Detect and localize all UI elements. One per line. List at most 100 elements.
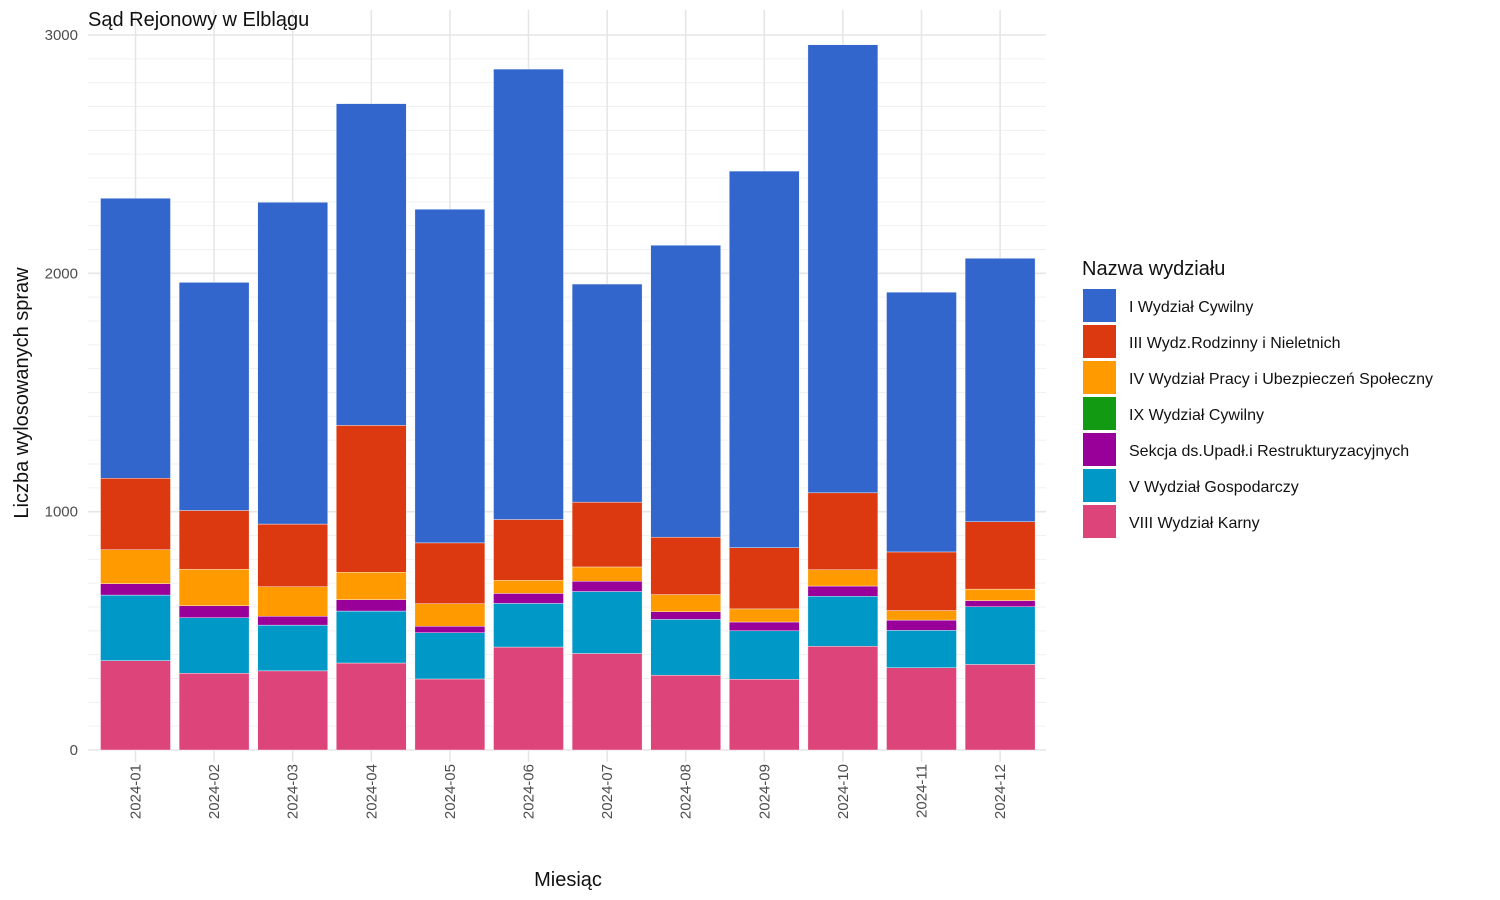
bar-segment-viii-wydzia-karny-2024-06: [493, 646, 564, 751]
x-tick-label: 2024-07: [599, 764, 616, 819]
x-axis-tick-labels: 2024-01 2024-02 2024-03 2024-04 2024-05 2024-…: [128, 764, 1010, 819]
bar-segment-iii-wydz-rodzinny-i-nieletnich-2024-08: [650, 536, 721, 595]
bar-segment-v-wydzia-gospodarczy-2024-07: [571, 591, 643, 654]
legend-swatch: [1083, 289, 1116, 322]
bar-segment-viii-wydzia-karny-2024-04: [336, 662, 407, 751]
bar-segment-i-wydzia-cywilny-2024-04: [336, 103, 407, 426]
bar-segment-sekcja-ds-upad-i-restrukturyzacyjnych-2024-03: [257, 616, 328, 626]
legend-label: V Wydział Gospodarczy: [1129, 479, 1299, 496]
bar-segment-iii-wydz-rodzinny-i-nieletnich-2024-09: [729, 547, 800, 610]
bars: [100, 44, 1036, 751]
x-tick-label: 2024-04: [363, 764, 380, 819]
bar-segment-iv-wydzia-pracy-i-ubezpiecze-spo-eczny-2024-11: [886, 610, 957, 621]
bar-segment-i-wydzia-cywilny-2024-09: [729, 170, 800, 548]
bar-segment-v-wydzia-gospodarczy-2024-08: [650, 619, 721, 676]
x-tick-label: 2024-11: [914, 764, 931, 818]
chart-title: Sąd Rejonowy w Elblągu: [88, 9, 309, 31]
x-tick-label: 2024-01: [128, 764, 145, 819]
x-tick-label: 2024-06: [521, 764, 538, 819]
y-axis-tick-labels: 0 1000 2000 3000: [45, 27, 78, 759]
legend-label: VIII Wydział Karny: [1129, 515, 1260, 532]
bar-segment-iv-wydzia-pracy-i-ubezpiecze-spo-eczny-2024-07: [571, 566, 643, 582]
bar-segment-iii-wydz-rodzinny-i-nieletnich-2024-03: [257, 523, 328, 587]
bar-segment-iii-wydz-rodzinny-i-nieletnich-2024-10: [807, 492, 879, 571]
x-tick-label: 2024-02: [206, 764, 223, 819]
bar-segment-i-wydzia-cywilny-2024-07: [571, 283, 643, 503]
bar-segment-viii-wydzia-karny-2024-05: [414, 678, 486, 751]
bar-segment-viii-wydzia-karny-2024-10: [807, 646, 879, 751]
bar-segment-iv-wydzia-pracy-i-ubezpiecze-spo-eczny-2024-06: [493, 580, 564, 594]
bar-segment-i-wydzia-cywilny-2024-10: [807, 44, 879, 494]
bar-segment-v-wydzia-gospodarczy-2024-04: [336, 610, 407, 664]
x-tick-label: 2024-09: [756, 764, 773, 819]
bar-segment-iii-wydz-rodzinny-i-nieletnich-2024-02: [178, 510, 250, 570]
legend-label: III Wydz.Rodzinny i Nieletnich: [1129, 335, 1341, 352]
bar-segment-iii-wydz-rodzinny-i-nieletnich-2024-01: [100, 478, 171, 550]
bar-segment-iii-wydz-rodzinny-i-nieletnich-2024-07: [571, 501, 643, 568]
bar-segment-i-wydzia-cywilny-2024-12: [964, 258, 1036, 522]
bar-segment-sekcja-ds-upad-i-restrukturyzacyjnych-2024-01: [100, 583, 171, 596]
bar-segment-iii-wydz-rodzinny-i-nieletnich-2024-11: [886, 551, 957, 611]
legend-label: Sekcja ds.Upadł.i Restrukturyzacyjnych: [1129, 443, 1409, 460]
bar-segment-v-wydzia-gospodarczy-2024-12: [964, 606, 1036, 665]
bar-segment-v-wydzia-gospodarczy-2024-10: [807, 596, 879, 647]
legend-swatch: [1083, 505, 1116, 538]
y-tick-label: 1000: [45, 504, 78, 521]
bar-segment-v-wydzia-gospodarczy-2024-03: [257, 624, 328, 672]
legend-swatch: [1083, 361, 1116, 394]
legend-swatch: [1083, 397, 1116, 430]
y-axis-title: Liczba wylosowanych spraw: [11, 267, 33, 519]
bar-segment-i-wydzia-cywilny-2024-11: [886, 291, 957, 553]
x-tick-label: 2024-08: [678, 764, 695, 819]
bar-segment-iii-wydz-rodzinny-i-nieletnich-2024-05: [414, 542, 486, 604]
bar-segment-viii-wydzia-karny-2024-12: [964, 664, 1036, 751]
legend-label: IX Wydział Cywilny: [1129, 407, 1264, 424]
legend-swatch: [1083, 433, 1116, 466]
bar-segment-viii-wydzia-karny-2024-03: [257, 670, 328, 751]
x-axis-title: Miesiąc: [534, 869, 602, 891]
legend: Nazwa wydziału I Wydział Cywilny III Wydz…: [1082, 258, 1433, 538]
bar-segment-i-wydzia-cywilny-2024-02: [178, 282, 250, 511]
legend-swatch: [1083, 469, 1116, 502]
bar-segment-viii-wydzia-karny-2024-08: [650, 674, 721, 751]
bar-segment-sekcja-ds-upad-i-restrukturyzacyjnych-2024-04: [336, 599, 407, 612]
bar-segment-iv-wydzia-pracy-i-ubezpiecze-spo-eczny-2024-04: [336, 572, 407, 600]
x-tick-label: 2024-05: [442, 764, 459, 819]
x-tick-label: 2024-03: [285, 764, 302, 819]
bar-segment-sekcja-ds-upad-i-restrukturyzacyjnych-2024-11: [886, 619, 957, 631]
bar-segment-v-wydzia-gospodarczy-2024-06: [493, 603, 564, 648]
bar-segment-iii-wydz-rodzinny-i-nieletnich-2024-12: [964, 521, 1036, 590]
bar-segment-i-wydzia-cywilny-2024-08: [650, 245, 721, 538]
bar-segment-iii-wydz-rodzinny-i-nieletnich-2024-04: [336, 425, 407, 573]
bar-segment-v-wydzia-gospodarczy-2024-09: [729, 630, 800, 680]
bar-segment-v-wydzia-gospodarczy-2024-11: [886, 630, 957, 668]
bar-segment-sekcja-ds-upad-i-restrukturyzacyjnych-2024-05: [414, 626, 486, 633]
bar-segment-iv-wydzia-pracy-i-ubezpiecze-spo-eczny-2024-10: [807, 569, 879, 587]
bar-segment-sekcja-ds-upad-i-restrukturyzacyjnych-2024-10: [807, 585, 879, 597]
bar-segment-iv-wydzia-pracy-i-ubezpiecze-spo-eczny-2024-03: [257, 586, 328, 617]
y-tick-label: 0: [70, 742, 78, 759]
bar-segment-iv-wydzia-pracy-i-ubezpiecze-spo-eczny-2024-12: [964, 588, 1036, 601]
legend-swatch: [1083, 325, 1116, 358]
bar-segment-sekcja-ds-upad-i-restrukturyzacyjnych-2024-02: [178, 605, 250, 618]
bar-segment-viii-wydzia-karny-2024-07: [571, 653, 643, 751]
legend-title: Nazwa wydziału: [1082, 258, 1225, 280]
legend-label: IV Wydział Pracy i Ubezpieczeń Społeczny: [1129, 371, 1433, 388]
bar-segment-iii-wydz-rodzinny-i-nieletnich-2024-06: [493, 519, 564, 581]
legend-label: I Wydział Cywilny: [1129, 299, 1253, 316]
bar-segment-viii-wydzia-karny-2024-11: [886, 667, 957, 751]
bar-segment-sekcja-ds-upad-i-restrukturyzacyjnych-2024-09: [729, 621, 800, 632]
x-tick-label: 2024-10: [835, 764, 852, 819]
bar-segment-sekcja-ds-upad-i-restrukturyzacyjnych-2024-12: [964, 600, 1036, 607]
bar-segment-iv-wydzia-pracy-i-ubezpiecze-spo-eczny-2024-08: [650, 594, 721, 612]
bar-segment-sekcja-ds-upad-i-restrukturyzacyjnych-2024-08: [650, 611, 721, 620]
bar-segment-viii-wydzia-karny-2024-01: [100, 660, 171, 751]
y-tick-label: 2000: [45, 265, 78, 282]
bar-segment-v-wydzia-gospodarczy-2024-01: [100, 594, 171, 661]
bar-segment-iv-wydzia-pracy-i-ubezpiecze-spo-eczny-2024-02: [178, 569, 250, 607]
bar-segment-iv-wydzia-pracy-i-ubezpiecze-spo-eczny-2024-05: [414, 603, 486, 627]
bar-segment-sekcja-ds-upad-i-restrukturyzacyjnych-2024-06: [493, 593, 564, 604]
bar-segment-sekcja-ds-upad-i-restrukturyzacyjnych-2024-07: [571, 581, 643, 592]
bar-segment-v-wydzia-gospodarczy-2024-02: [178, 617, 250, 674]
